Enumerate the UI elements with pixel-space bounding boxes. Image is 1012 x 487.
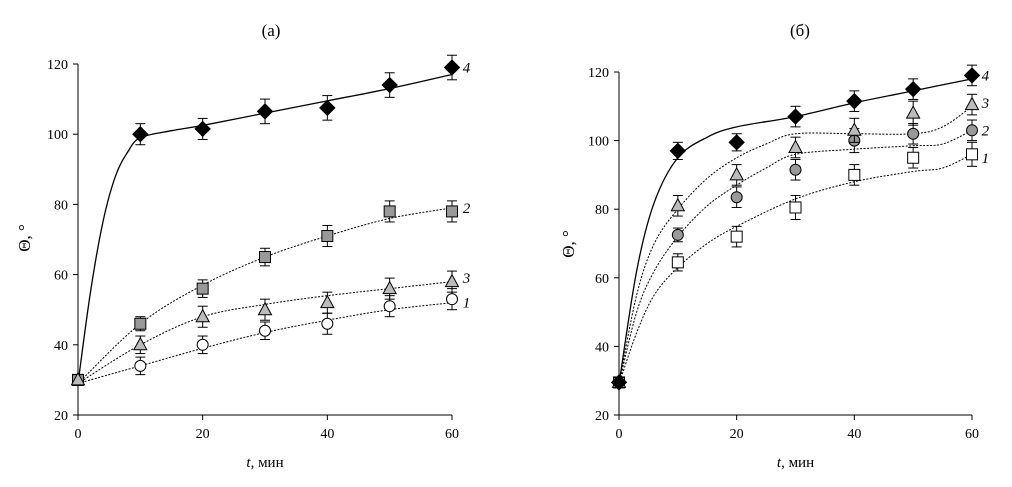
data-point-series-1 [383, 300, 396, 313]
y-tick-label: 80 [595, 203, 609, 218]
data-point-series-1 [966, 148, 978, 161]
data-point-series-2 [383, 205, 396, 218]
x-tick-label: 60 [965, 427, 979, 442]
series-label-2: 2 [463, 201, 471, 217]
data-point-series-2 [730, 191, 743, 204]
fit-curve-2 [77, 207, 453, 384]
series-label-4: 4 [982, 68, 990, 84]
y-tick-label: 40 [595, 340, 609, 355]
data-point-series-4 [904, 80, 922, 98]
series-label-3: 3 [981, 96, 990, 112]
x-tick-label: 40 [320, 427, 334, 442]
data-point-series-1 [848, 168, 861, 181]
y-tick-label: 100 [47, 128, 68, 143]
data-point-series-4 [443, 59, 461, 76]
data-point-series-2 [966, 124, 978, 137]
series-label-1: 1 [463, 296, 471, 312]
data-point-series-1 [446, 293, 458, 306]
data-point-series-4 [256, 103, 274, 120]
data-point-series-4 [963, 67, 981, 84]
y-tick-label: 60 [595, 272, 609, 287]
data-point-series-3 [905, 105, 921, 119]
data-point-series-3 [132, 336, 148, 351]
y-axis-label: Θ, ° [15, 224, 34, 252]
data-point-series-1 [134, 359, 147, 372]
data-point-series-2 [259, 251, 271, 264]
y-tick-label: 20 [595, 409, 609, 424]
data-point-series-1 [259, 324, 271, 337]
data-point-series-3 [729, 166, 745, 181]
series-label-2: 2 [982, 123, 990, 139]
data-point-series-1 [730, 230, 743, 243]
data-point-series-4 [319, 99, 336, 117]
data-point-series-3 [846, 122, 862, 136]
data-point-series-4 [194, 120, 211, 138]
panel-title: (а) [262, 21, 281, 40]
fit-curve-4 [618, 78, 973, 385]
data-point-series-4 [846, 92, 863, 110]
data-point-series-4 [787, 108, 804, 125]
x-axis-label: t, мин [246, 455, 283, 471]
y-tick-label: 100 [588, 135, 609, 150]
x-tick-label: 20 [730, 427, 744, 442]
series-label-3: 3 [462, 271, 471, 287]
data-point-series-2 [321, 229, 334, 242]
data-point-series-3 [444, 273, 460, 288]
y-tick-label: 120 [47, 58, 68, 73]
panel-title: (б) [790, 21, 810, 40]
x-tick-label: 40 [847, 427, 861, 442]
data-point-series-3 [964, 96, 980, 111]
data-point-series-4 [728, 134, 745, 151]
x-tick-label: 60 [445, 427, 459, 442]
series-label-1: 1 [982, 151, 990, 167]
data-point-series-3 [195, 308, 211, 323]
y-tick-label: 120 [588, 66, 609, 81]
data-point-series-2 [671, 228, 684, 241]
y-axis-label: Θ, ° [559, 230, 578, 258]
data-point-series-4 [132, 125, 149, 143]
data-point-series-3 [70, 371, 86, 386]
panel-b: (б) 20 40 60 80 100 120 0 20 40 60 t, мин Θ, ° 4 3 2 1 [559, 21, 990, 471]
data-point-series-2 [789, 163, 802, 176]
panel-a: (а) 20 40 60 80 100 120 0 20 40 60 t, мин Θ, ° 4 2 3 1 [15, 21, 471, 471]
data-point-series-3 [257, 301, 273, 316]
series-label-4: 4 [463, 61, 471, 77]
data-point-series-4 [669, 142, 687, 160]
data-point-series-2 [907, 127, 920, 140]
data-point-series-3 [670, 197, 686, 212]
data-point-series-1 [321, 317, 334, 330]
data-point-series-2 [134, 317, 147, 330]
data-point-series-1 [671, 256, 684, 269]
data-point-series-2 [196, 282, 209, 295]
data-point-series-2 [446, 205, 458, 218]
data-point-series-1 [789, 201, 802, 214]
x-tick-label: 0 [616, 427, 623, 442]
x-tick-label: 0 [75, 427, 82, 442]
x-tick-label: 20 [196, 427, 210, 442]
data-point-series-4 [610, 374, 628, 391]
fit-curve-4 [77, 73, 453, 384]
data-point-series-4 [381, 76, 398, 94]
y-tick-label: 40 [54, 339, 68, 354]
y-tick-label: 20 [54, 409, 68, 424]
data-point-series-3 [382, 280, 398, 295]
data-point-series-1 [196, 338, 209, 351]
y-tick-label: 60 [54, 269, 68, 284]
y-tick-label: 80 [54, 198, 68, 213]
fit-curve-1 [618, 153, 973, 385]
data-point-series-1 [907, 151, 920, 164]
data-point-series-3 [319, 294, 335, 309]
x-axis-label: t, мин [777, 455, 814, 471]
data-point-series-3 [788, 139, 803, 153]
